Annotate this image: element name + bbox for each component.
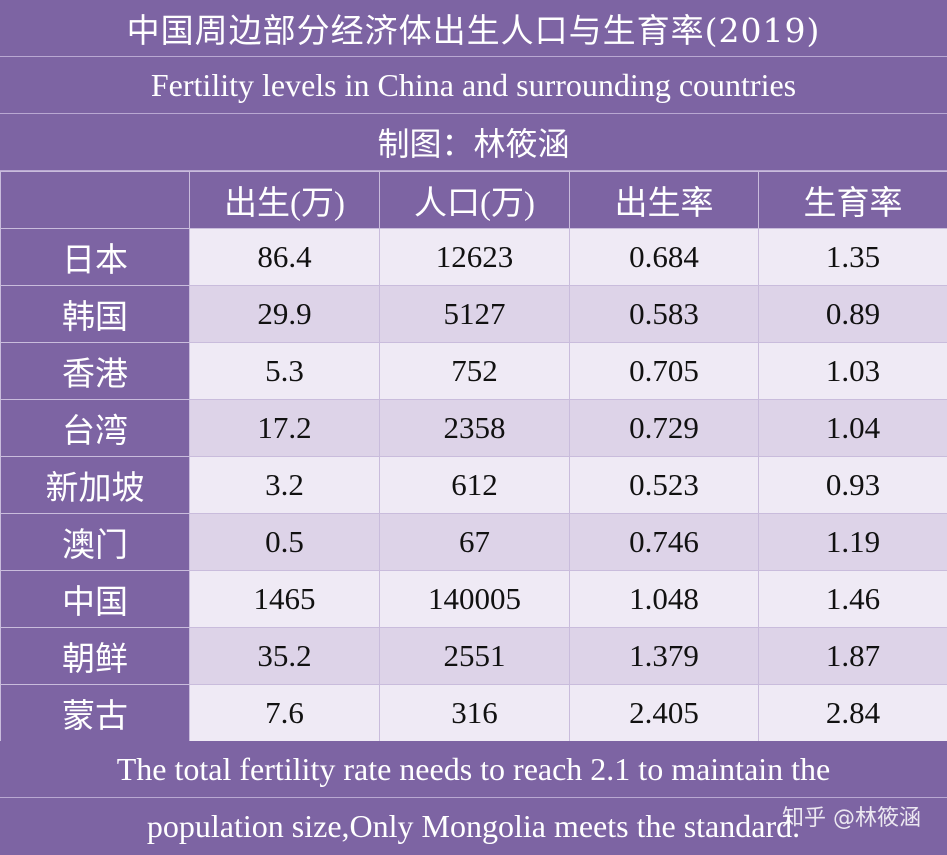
table-row: 台湾 17.2 2358 0.729 1.04: [1, 400, 947, 457]
births-cell: 1465: [190, 571, 380, 628]
birth-rate-cell: 0.523: [570, 457, 759, 514]
english-title: Fertility levels in China and surroundin…: [0, 57, 947, 114]
row-label: 日本: [1, 229, 190, 286]
footer-note-line-1: The total fertility rate needs to reach …: [0, 741, 947, 798]
row-label: 韩国: [1, 286, 190, 343]
births-cell: 29.9: [190, 286, 380, 343]
zhihu-watermark: 知乎 @林筱涵: [782, 800, 921, 832]
fertility-rate-cell: 1.03: [759, 343, 947, 400]
fertility-rate-cell: 1.35: [759, 229, 947, 286]
births-cell: 5.3: [190, 343, 380, 400]
fertility-rate-cell: 0.93: [759, 457, 947, 514]
birth-rate-cell: 1.379: [570, 628, 759, 685]
birth-rate-cell: 0.583: [570, 286, 759, 343]
table-row: 香港 5.3 752 0.705 1.03: [1, 343, 947, 400]
column-header-fertility-rate: 生育率: [759, 172, 947, 229]
row-label: 新加坡: [1, 457, 190, 514]
table-header-row: 出生(万) 人口(万) 出生率 生育率: [1, 172, 947, 229]
table-row: 蒙古 7.6 316 2.405 2.84: [1, 685, 947, 742]
births-cell: 17.2: [190, 400, 380, 457]
fertility-table: 出生(万) 人口(万) 出生率 生育率 日本 86.4 12623 0.684 …: [0, 171, 947, 742]
column-header-births: 出生(万): [190, 172, 380, 229]
chinese-title: 中国周边部分经济体出生人口与生育率(2019): [0, 0, 947, 57]
footer-note: The total fertility rate needs to reach …: [0, 741, 947, 854]
population-cell: 752: [380, 343, 570, 400]
birth-rate-cell: 0.729: [570, 400, 759, 457]
births-cell: 35.2: [190, 628, 380, 685]
population-cell: 612: [380, 457, 570, 514]
table-row: 朝鲜 35.2 2551 1.379 1.87: [1, 628, 947, 685]
birth-rate-cell: 0.684: [570, 229, 759, 286]
fertility-rate-cell: 1.46: [759, 571, 947, 628]
population-cell: 140005: [380, 571, 570, 628]
table-row: 中国 1465 140005 1.048 1.46: [1, 571, 947, 628]
row-label: 台湾: [1, 400, 190, 457]
row-label: 朝鲜: [1, 628, 190, 685]
fertility-rate-cell: 0.89: [759, 286, 947, 343]
population-cell: 2551: [380, 628, 570, 685]
population-cell: 5127: [380, 286, 570, 343]
births-cell: 86.4: [190, 229, 380, 286]
table-row: 韩国 29.9 5127 0.583 0.89: [1, 286, 947, 343]
row-label: 中国: [1, 571, 190, 628]
birth-rate-cell: 0.746: [570, 514, 759, 571]
population-cell: 67: [380, 514, 570, 571]
corner-cell: [1, 172, 190, 229]
population-cell: 2358: [380, 400, 570, 457]
column-header-population: 人口(万): [380, 172, 570, 229]
table-row: 新加坡 3.2 612 0.523 0.93: [1, 457, 947, 514]
population-cell: 316: [380, 685, 570, 742]
fertility-rate-cell: 2.84: [759, 685, 947, 742]
birth-rate-cell: 0.705: [570, 343, 759, 400]
row-label: 蒙古: [1, 685, 190, 742]
table-row: 澳门 0.5 67 0.746 1.19: [1, 514, 947, 571]
author-credit: 制图：林筱涵: [0, 114, 947, 171]
table-row: 日本 86.4 12623 0.684 1.35: [1, 229, 947, 286]
column-header-birth-rate: 出生率: [570, 172, 759, 229]
row-label: 澳门: [1, 514, 190, 571]
births-cell: 0.5: [190, 514, 380, 571]
population-cell: 12623: [380, 229, 570, 286]
births-cell: 7.6: [190, 685, 380, 742]
row-label: 香港: [1, 343, 190, 400]
fertility-rate-cell: 1.19: [759, 514, 947, 571]
birth-rate-cell: 1.048: [570, 571, 759, 628]
births-cell: 3.2: [190, 457, 380, 514]
birth-rate-cell: 2.405: [570, 685, 759, 742]
fertility-rate-cell: 1.04: [759, 400, 947, 457]
fertility-rate-cell: 1.87: [759, 628, 947, 685]
